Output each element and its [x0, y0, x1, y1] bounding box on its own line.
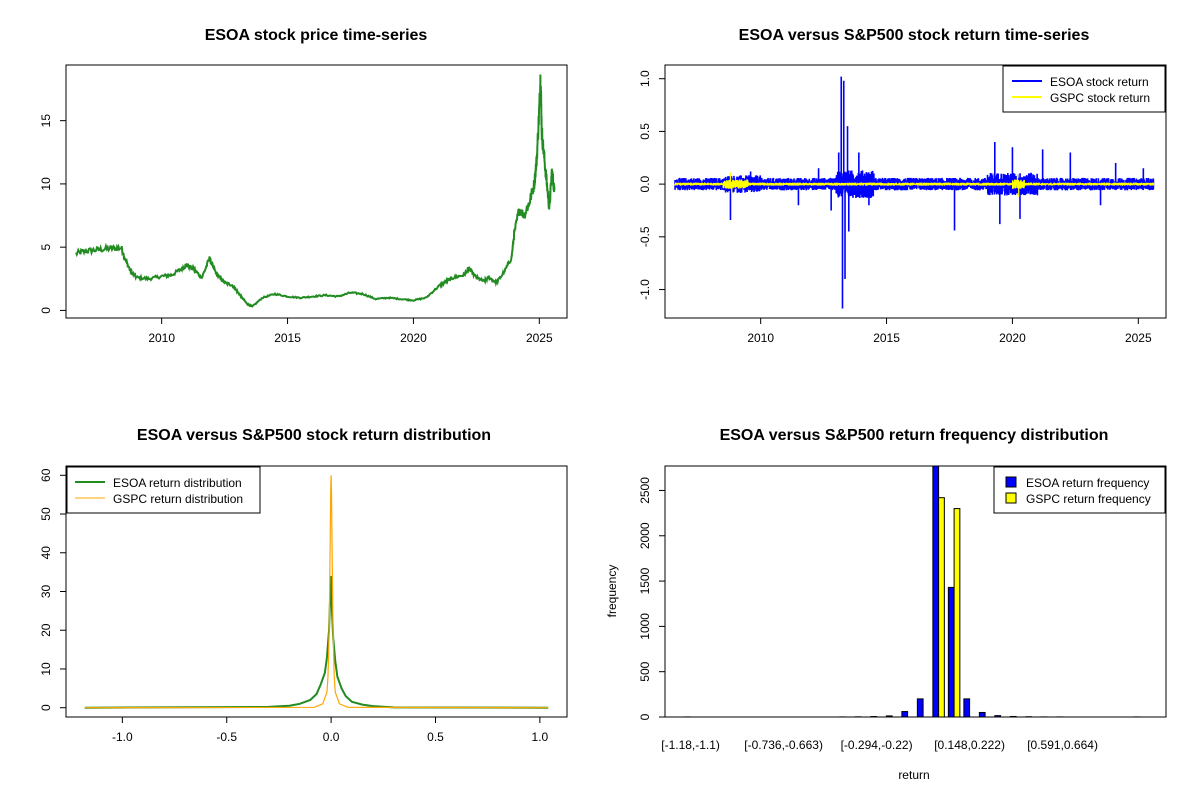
legend-label-esoa: ESOA return frequency	[1026, 476, 1149, 490]
y-tick-label: 50	[39, 507, 53, 521]
bar-esoa	[885, 715, 893, 718]
price-panel: ESOA stock price time-series 2010 2015 202…	[39, 27, 568, 345]
y-tick-label: 500	[638, 661, 652, 681]
density-panel: ESOA versus S&P500 stock return distribu…	[39, 427, 568, 744]
y-axis: 0 500 1000 1500 2000 2500	[638, 477, 666, 720]
chart-title: ESOA versus S&P500 stock return time-ser…	[739, 27, 1090, 44]
legend-box	[1002, 65, 1166, 113]
y-tick-label: 30	[39, 585, 53, 599]
x-axis: 2010 2015 2020 2025	[747, 317, 1152, 345]
series-line-esoa-density	[84, 575, 549, 709]
y-tick-label: 0	[638, 713, 652, 720]
legend-label-esoa: ESOA stock return	[1050, 75, 1149, 89]
legend-label-esoa: ESOA return distribution	[113, 476, 242, 490]
series-line-gspc-density	[84, 475, 549, 709]
bar-esoa	[932, 465, 940, 718]
frequency-bars	[684, 465, 1141, 718]
x-axis: -1.0 -0.5 0.0 0.5 1.0	[112, 716, 549, 744]
x-tick-label: [-0.294,-0.22)	[841, 738, 913, 752]
legend: ESOA return distribution GSPC return dis…	[66, 466, 261, 514]
y-axis: 0 5 10 15	[39, 114, 67, 314]
y-tick-label: -1.0	[638, 279, 652, 300]
legend-label-gspc: GSPC return frequency	[1026, 492, 1151, 506]
legend-label-gspc: GSPC return distribution	[113, 492, 243, 506]
returns-panel: ESOA versus S&P500 stock return time-ser…	[638, 27, 1167, 345]
series-line-gspc-return	[674, 172, 1155, 197]
y-tick-label: 0.0	[638, 175, 652, 192]
chart-title: ESOA versus S&P500 return frequency dist…	[720, 427, 1109, 444]
x-tick-label: [0.591,0.664)	[1027, 738, 1098, 752]
legend: ESOA return frequency GSPC return freque…	[993, 466, 1166, 514]
x-tick-label: [0.148,0.222)	[934, 738, 1005, 752]
y-tick-label: 15	[39, 114, 53, 128]
legend-swatch-gspc	[1005, 492, 1017, 504]
bar-esoa	[994, 715, 1002, 718]
y-tick-label: 20	[39, 623, 53, 637]
x-tick-label: -0.5	[216, 730, 237, 744]
y-tick-label: 1500	[638, 567, 652, 594]
x-axis: 2010 2015 2020 2025	[148, 317, 553, 345]
y-tick-label: 2000	[638, 522, 652, 549]
x-tick-label: 2010	[747, 331, 774, 345]
bar-esoa	[978, 711, 986, 718]
x-tick-label: -1.0	[112, 730, 133, 744]
x-axis-label: return	[898, 768, 929, 782]
y-tick-label: 0.5	[638, 123, 652, 140]
bar-esoa	[916, 698, 924, 718]
y-axis-label: frequency	[605, 565, 619, 618]
x-tick-label: 2010	[148, 331, 175, 345]
x-tick-label: 2015	[274, 331, 301, 345]
y-axis: 0 10 20 30 40 50 60	[39, 468, 67, 711]
bar-esoa	[1009, 715, 1017, 718]
bar-gspc	[953, 508, 961, 718]
x-tick-label: 2020	[400, 331, 427, 345]
series-line-esoa-price	[75, 74, 556, 308]
x-tick-label: 2025	[526, 331, 553, 345]
legend: ESOA stock return GSPC stock return	[1002, 65, 1166, 113]
x-axis: [-1.18,-1.1) [-0.736,-0.663) [-0.294,-0.22…	[661, 738, 1098, 752]
chart-title: ESOA stock price time-series	[205, 27, 428, 44]
bar-esoa	[901, 711, 909, 718]
density-series	[84, 475, 549, 709]
y-tick-label: 10	[39, 177, 53, 191]
x-tick-label: 1.0	[532, 730, 549, 744]
legend-box	[993, 466, 1166, 514]
x-tick-label: 0.0	[323, 730, 340, 744]
y-tick-label: 0	[39, 704, 53, 711]
x-tick-label: [-0.736,-0.663)	[744, 738, 823, 752]
y-tick-label: 2500	[638, 477, 652, 504]
y-tick-label: 60	[39, 468, 53, 482]
bar-gspc	[938, 497, 945, 718]
bar-esoa	[963, 698, 971, 718]
frequency-panel: ESOA versus S&P500 return frequency dist…	[605, 427, 1167, 782]
y-tick-label: 10	[39, 662, 53, 676]
y-tick-label: 40	[39, 546, 53, 560]
chart-title: ESOA versus S&P500 stock return distribu…	[137, 427, 491, 444]
x-tick-label: 2015	[873, 331, 900, 345]
x-tick-label: [-1.18,-1.1)	[661, 738, 720, 752]
legend-label-gspc: GSPC stock return	[1050, 91, 1150, 105]
bar-esoa	[947, 586, 955, 718]
legend-swatch-esoa	[1005, 476, 1017, 488]
x-tick-label: 2025	[1125, 331, 1152, 345]
y-tick-label: 0	[39, 307, 53, 314]
legend-box	[66, 466, 261, 514]
y-tick-label: 1.0	[638, 70, 652, 87]
y-tick-label: 5	[39, 244, 53, 251]
y-tick-label: 1000	[638, 613, 652, 640]
returns-series	[674, 76, 1155, 309]
y-axis: -1.0 -0.5 0.0 0.5 1.0	[638, 70, 666, 300]
x-tick-label: 0.5	[427, 730, 444, 744]
y-tick-label: -0.5	[638, 226, 652, 247]
x-tick-label: 2020	[999, 331, 1026, 345]
price-series	[75, 74, 556, 308]
